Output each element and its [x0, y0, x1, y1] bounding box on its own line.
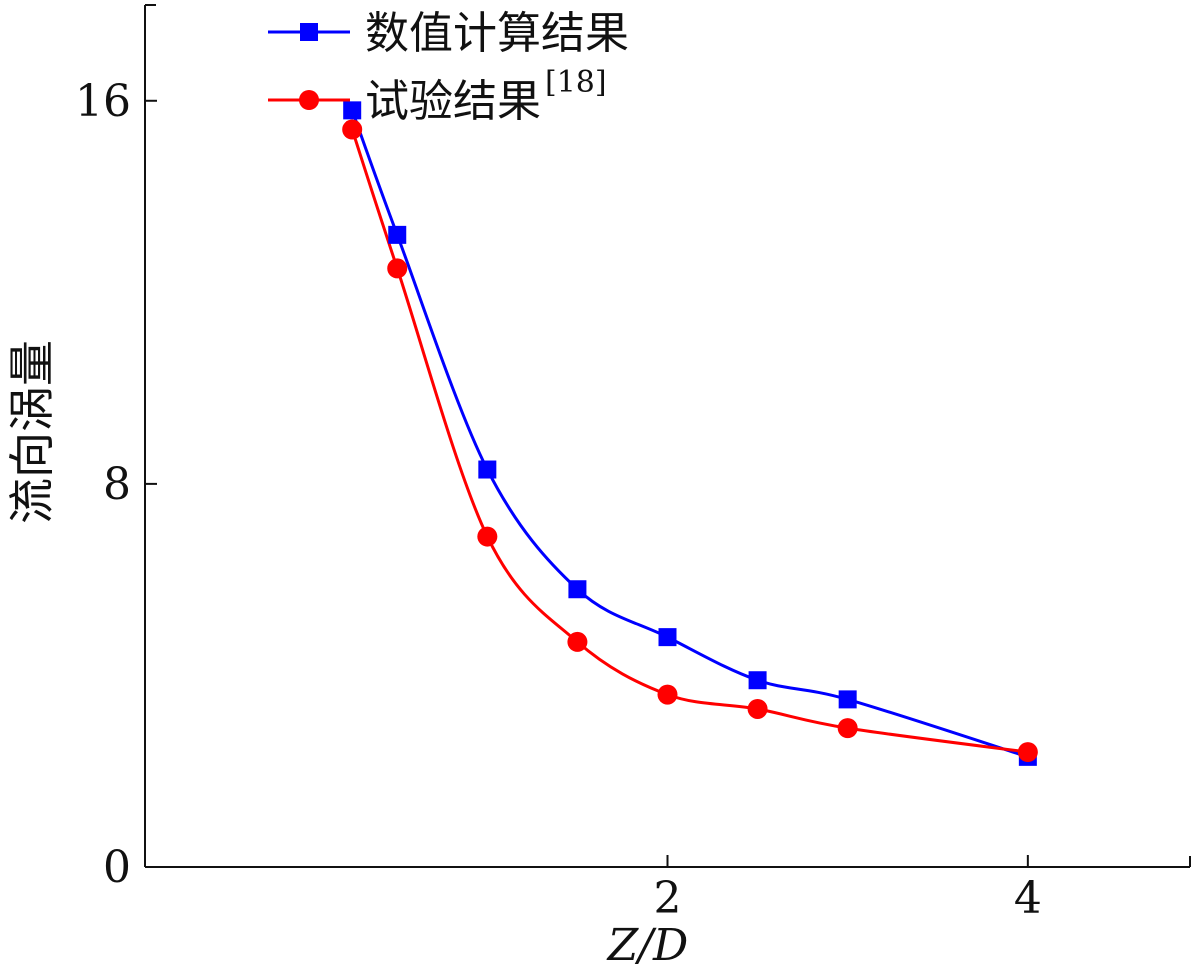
- series-0-point-2: [478, 460, 497, 479]
- series-1-point-1: [387, 258, 408, 279]
- series-0-point-5: [748, 671, 767, 690]
- series-0-point-4: [658, 628, 677, 647]
- y-tick-label-0: 0: [103, 842, 131, 893]
- series-1-line: [350, 129, 1029, 754]
- series-0-point-6: [838, 690, 857, 709]
- series-0-point-3: [568, 580, 587, 599]
- series-0-point-1: [388, 225, 407, 244]
- y-tick-label-2: 16: [75, 76, 131, 127]
- y-tick-label-1: 8: [103, 459, 131, 510]
- y-axis-title: 流向涡量: [5, 340, 59, 524]
- series-1-point-2: [477, 526, 498, 547]
- x-axis-title: Z/D: [606, 920, 689, 971]
- series-markers: [342, 101, 1038, 766]
- x-tick-label-1: 4: [1014, 873, 1042, 924]
- axes: [144, 4, 1191, 868]
- legend-citation-1: [18]: [545, 65, 607, 100]
- legend-label-0: 数值计算结果: [365, 8, 629, 59]
- series-1-point-6: [837, 718, 858, 739]
- legend-label-1: 试验结果: [365, 76, 541, 127]
- series-0-line: [350, 109, 1029, 759]
- series-0-point-0: [343, 101, 362, 120]
- series-1-point-5: [747, 698, 768, 719]
- series-1-point-0: [342, 119, 363, 140]
- series-1-point-4: [657, 684, 678, 705]
- series-lines: [350, 109, 1029, 759]
- series-1-point-3: [567, 631, 588, 652]
- legend-marker-0: [300, 23, 318, 41]
- series-1-point-7: [1017, 742, 1038, 763]
- x-tick-label-0: 2: [654, 873, 682, 924]
- legend-marker-1: [299, 90, 319, 110]
